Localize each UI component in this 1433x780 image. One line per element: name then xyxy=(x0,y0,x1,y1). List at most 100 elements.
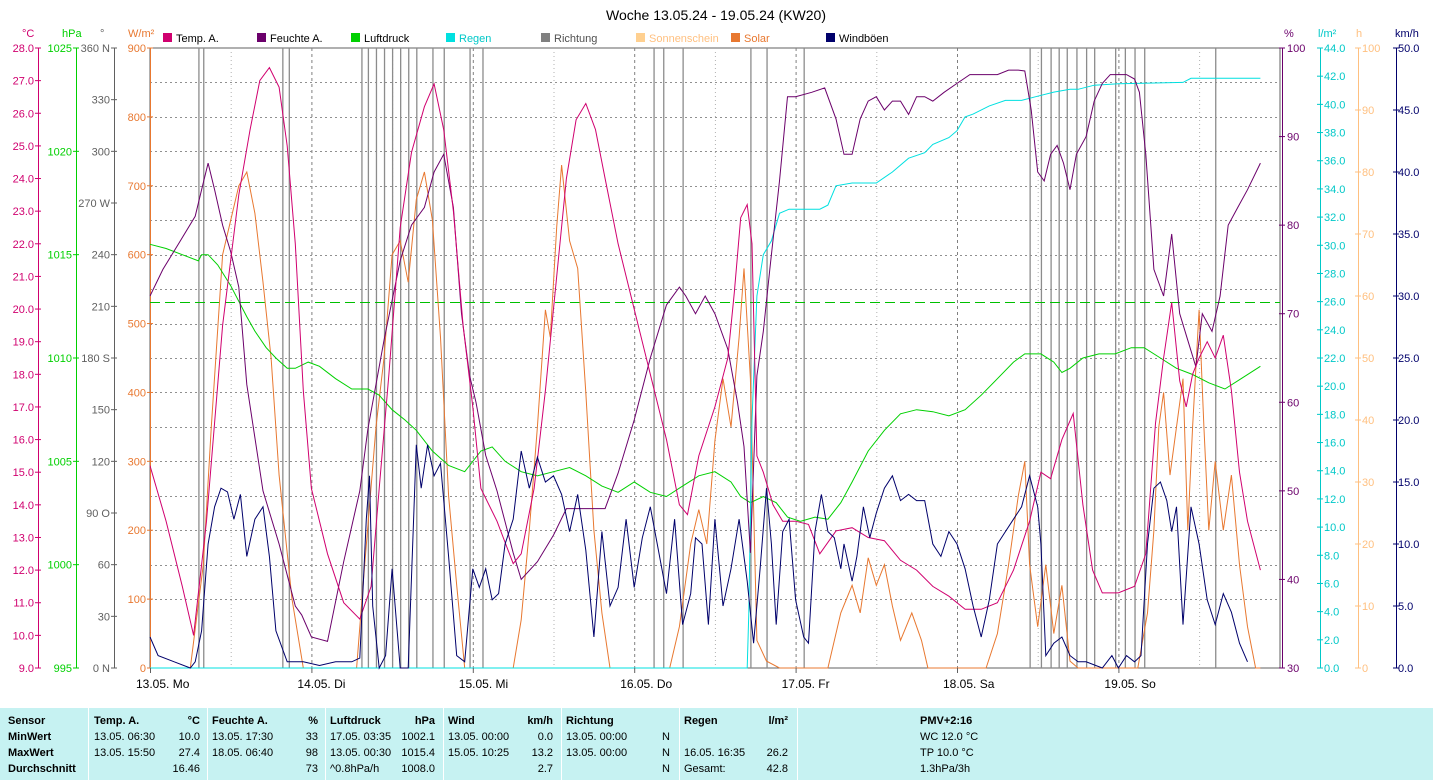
temp-tick-label: 9.0 xyxy=(19,663,34,675)
wind-tick-label: 25.0 xyxy=(1398,353,1419,365)
rain-tick-label: 18.0 xyxy=(1324,409,1345,421)
direction-tick-label: 0 N xyxy=(93,663,110,675)
legend-label: Windböen xyxy=(839,33,889,45)
solar-tick-label: 500 xyxy=(128,319,146,331)
table-cell-hum-t: 13.05. 17:30 xyxy=(212,731,274,743)
direction-tick-label: 120 xyxy=(92,456,110,468)
direction-tick-label: 180 S xyxy=(81,353,110,365)
legend-swatch xyxy=(541,33,550,42)
legend-label: Luftdruck xyxy=(364,33,410,45)
table-cell-dir-t: 13.05. 00:00 xyxy=(566,731,628,743)
header-temp-unit: °C xyxy=(187,715,200,727)
sunshine-tick-label: 20 xyxy=(1362,539,1374,551)
table-cell-hum-t: 18.05. 06:40 xyxy=(212,747,274,759)
legend-label: Sonnenschein xyxy=(649,33,719,45)
x-tick-label: 14.05. Di xyxy=(297,677,345,691)
humidity-tick-label: 70 xyxy=(1287,309,1299,321)
header-wind: Wind xyxy=(448,715,475,727)
series-solar xyxy=(150,165,1261,669)
table-cell-rain-v: 42.8 xyxy=(766,763,788,775)
rain-tick-label: 36.0 xyxy=(1324,156,1345,168)
table-cell-pmv: 1.3hPa/3h xyxy=(920,763,971,775)
table-cell-temp-v: 10.0 xyxy=(178,731,200,743)
grid xyxy=(149,47,1281,669)
temp-tick-label: 13.0 xyxy=(13,532,34,544)
sunshine-tick-label: 70 xyxy=(1362,229,1374,241)
table-cell-pres-v: 1002.1 xyxy=(401,731,435,743)
rain-tick-label: 6.0 xyxy=(1324,578,1339,590)
sunshine-tick-label: 60 xyxy=(1362,291,1374,303)
direction-tick-label: 240 xyxy=(92,250,110,262)
humidity-axis-unit: % xyxy=(1284,28,1294,40)
pressure-tick-label: 1020 xyxy=(48,146,72,158)
rain-tick-label: 8.0 xyxy=(1324,550,1339,562)
solar-tick-label: 0 xyxy=(140,663,146,675)
table-cell-pres-t: 13.05. 00:30 xyxy=(330,747,392,759)
sunshine-tick-label: 0 xyxy=(1362,663,1368,675)
pressure-tick-label: 1025 xyxy=(48,43,72,55)
header-pressure: Luftdruck xyxy=(330,715,381,727)
table-cell-wind-v: 0.0 xyxy=(537,731,553,743)
solar-tick-label: 800 xyxy=(128,112,146,124)
series-rain xyxy=(150,77,1261,669)
pressure-tick-label: 1000 xyxy=(48,560,72,572)
solar-axis-unit: W/m² xyxy=(128,28,155,40)
humidity-tick-label: 50 xyxy=(1287,486,1299,498)
table-cell-rain-t: Gesamt: xyxy=(684,763,726,775)
temp-tick-label: 22.0 xyxy=(13,239,34,251)
statistics-table: Sensor Temp. A. °C Feuchte A. % Luftdruc… xyxy=(0,708,1433,780)
legend-swatch xyxy=(731,33,740,42)
sunshine-tick-label: 90 xyxy=(1362,105,1374,117)
solar-tick-label: 700 xyxy=(128,181,146,193)
table-cell-hum-v: 73 xyxy=(305,763,318,775)
pressure-axis-unit: hPa xyxy=(62,28,82,40)
legend-swatch xyxy=(826,33,835,42)
table-cell-hum-v: 33 xyxy=(305,731,318,743)
header-wind-unit: km/h xyxy=(527,715,553,727)
solar-tick-label: 900 xyxy=(128,43,146,55)
temp-tick-label: 12.0 xyxy=(13,565,34,577)
solar-tick-label: 600 xyxy=(128,250,146,262)
direction-axis-unit: ° xyxy=(100,28,104,40)
legend-label: Feuchte A. xyxy=(270,33,323,45)
table-cell-label: MinWert xyxy=(8,731,52,743)
rain-tick-label: 42.0 xyxy=(1324,71,1345,83)
pressure-tick-label: 995 xyxy=(54,663,72,675)
wind-tick-label: 20.0 xyxy=(1398,415,1419,427)
axes: 9.0 10.0 11.0 12.0 13.0 14.0 15.0 16.0 17.0 18.0 1… xyxy=(13,28,1420,675)
legend-swatch xyxy=(257,33,266,42)
series-pressure xyxy=(149,243,1261,522)
legend-swatch xyxy=(446,33,455,42)
table-cell-pres-v: 1015.4 xyxy=(401,747,435,759)
wind-tick-label: 30.0 xyxy=(1398,291,1419,303)
humidity-tick-label: 60 xyxy=(1287,397,1299,409)
direction-tick-label: 300 xyxy=(92,146,110,158)
rain-tick-label: 4.0 xyxy=(1324,607,1339,619)
solar-tick-label: 200 xyxy=(128,525,146,537)
rain-tick-label: 0.0 xyxy=(1324,663,1339,675)
x-tick-label: 15.05. Mi xyxy=(459,677,508,691)
table-cell-pmv: TP 10.0 °C xyxy=(920,747,974,759)
table-cell-dir-v: N xyxy=(662,763,670,775)
temp-tick-label: 19.0 xyxy=(13,337,34,349)
legend-swatch xyxy=(351,33,360,42)
x-tick-label: 19.05. So xyxy=(1104,677,1156,691)
table-cell-wind-v: 2.7 xyxy=(537,763,553,775)
humidity-tick-label: 100 xyxy=(1287,43,1305,55)
solar-tick-label: 300 xyxy=(128,456,146,468)
x-tick-label: 18.05. Sa xyxy=(943,677,995,691)
legend-label: Solar xyxy=(744,33,770,45)
direction-tick-label: 60 xyxy=(98,560,110,572)
x-tick-label: 13.05. Mo xyxy=(136,677,190,691)
wind-tick-label: 45.0 xyxy=(1398,105,1419,117)
x-tick-label: 16.05. Do xyxy=(620,677,672,691)
direction-tick-label: 210 xyxy=(92,301,110,313)
rain-tick-label: 10.0 xyxy=(1324,522,1345,534)
rain-tick-label: 16.0 xyxy=(1324,438,1345,450)
humidity-tick-label: 90 xyxy=(1287,132,1299,144)
legend-label: Temp. A. xyxy=(176,33,219,45)
table-cell-pmv: WC 12.0 °C xyxy=(920,731,979,743)
header-sensor: Sensor xyxy=(8,715,46,727)
rain-tick-label: 32.0 xyxy=(1324,212,1345,224)
table-cell-hum-v: 98 xyxy=(305,747,318,759)
